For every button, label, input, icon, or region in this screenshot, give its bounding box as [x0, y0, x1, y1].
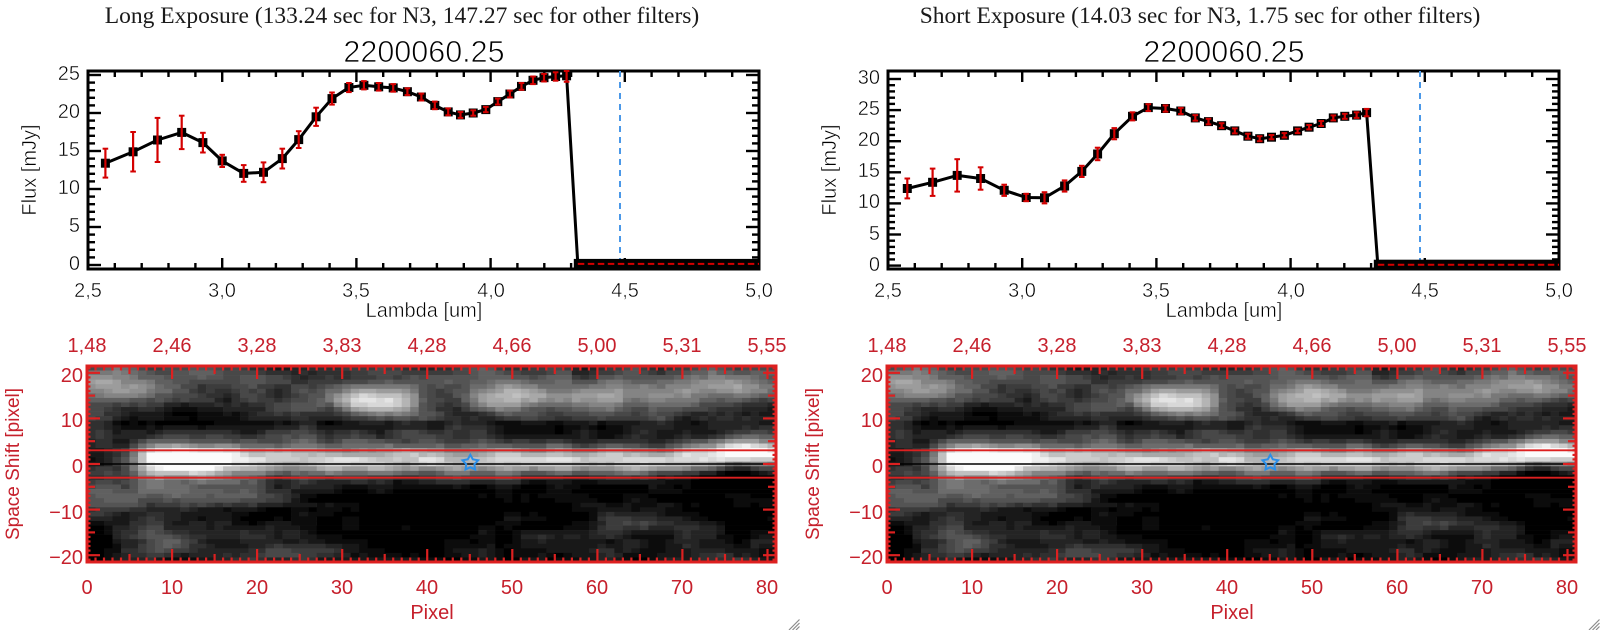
- svg-text:30: 30: [331, 577, 353, 599]
- svg-text:20: 20: [861, 365, 883, 387]
- svg-text:2,46: 2,46: [153, 335, 192, 357]
- svg-text:60: 60: [586, 577, 608, 599]
- svg-text:3,83: 3,83: [1123, 335, 1162, 357]
- svg-text:50: 50: [501, 577, 523, 599]
- svg-text:−20: −20: [49, 547, 83, 569]
- svg-text:5,0: 5,0: [1545, 280, 1573, 302]
- svg-text:1,48: 1,48: [868, 335, 907, 357]
- svg-text:0: 0: [72, 456, 83, 478]
- svg-text:5,00: 5,00: [1378, 335, 1417, 357]
- svg-text:4,66: 4,66: [493, 335, 532, 357]
- svg-text:5,55: 5,55: [1548, 335, 1587, 357]
- svg-text:3,5: 3,5: [342, 280, 370, 302]
- svg-text:Lambda [um]: Lambda [um]: [1166, 300, 1283, 322]
- svg-text:15: 15: [58, 139, 80, 161]
- svg-text:25: 25: [858, 98, 880, 120]
- svg-text:60: 60: [1386, 577, 1408, 599]
- svg-text:80: 80: [1556, 577, 1578, 599]
- svg-text:30: 30: [858, 67, 880, 89]
- svg-text:80: 80: [756, 577, 778, 599]
- svg-text:20: 20: [858, 129, 880, 151]
- svg-text:40: 40: [416, 577, 438, 599]
- svg-text:2,5: 2,5: [74, 280, 102, 302]
- svg-text:10: 10: [61, 410, 83, 432]
- svg-text:4,5: 4,5: [611, 280, 639, 302]
- svg-text:30: 30: [1131, 577, 1153, 599]
- svg-text:5,0: 5,0: [745, 280, 773, 302]
- svg-text:5,55: 5,55: [748, 335, 787, 357]
- svg-text:0: 0: [81, 577, 92, 599]
- svg-text:3,0: 3,0: [1008, 280, 1036, 302]
- svg-text:40: 40: [1216, 577, 1238, 599]
- svg-text:5,31: 5,31: [663, 335, 702, 357]
- svg-text:4,28: 4,28: [1208, 335, 1247, 357]
- svg-text:Flux [mJy]: Flux [mJy]: [819, 124, 841, 215]
- svg-text:10: 10: [861, 410, 883, 432]
- svg-text:1,48: 1,48: [68, 335, 107, 357]
- svg-text:15: 15: [858, 160, 880, 182]
- svg-text:25: 25: [58, 63, 80, 85]
- svg-text:2200060.25: 2200060.25: [1143, 35, 1304, 69]
- svg-text:4,5: 4,5: [1411, 280, 1439, 302]
- svg-text:Long Exposure (133.24 sec for: Long Exposure (133.24 sec for N3, 147.27…: [105, 3, 700, 29]
- svg-text:Flux [mJy]: Flux [mJy]: [19, 124, 41, 215]
- svg-text:2200060.25: 2200060.25: [343, 35, 504, 69]
- svg-text:5,00: 5,00: [578, 335, 617, 357]
- svg-text:Space Shift [pixel]: Space Shift [pixel]: [803, 388, 824, 540]
- svg-text:20: 20: [58, 101, 80, 123]
- svg-text:−20: −20: [849, 547, 883, 569]
- svg-text:−10: −10: [849, 502, 883, 524]
- svg-text:Space Shift [pixel]: Space Shift [pixel]: [3, 388, 24, 540]
- svg-text:10: 10: [858, 191, 880, 213]
- svg-text:4,0: 4,0: [477, 280, 505, 302]
- svg-text:Pixel: Pixel: [1210, 602, 1253, 624]
- svg-text:4,66: 4,66: [1293, 335, 1332, 357]
- svg-text:Pixel: Pixel: [410, 602, 453, 624]
- svg-text:0: 0: [872, 456, 883, 478]
- svg-text:Lambda [um]: Lambda [um]: [366, 300, 483, 322]
- svg-text:20: 20: [1046, 577, 1068, 599]
- svg-text:20: 20: [246, 577, 268, 599]
- svg-text:20: 20: [61, 365, 83, 387]
- svg-text:5,31: 5,31: [1463, 335, 1502, 357]
- svg-text:0: 0: [881, 577, 892, 599]
- svg-text:2,46: 2,46: [953, 335, 992, 357]
- svg-text:0: 0: [69, 253, 80, 275]
- svg-text:2,5: 2,5: [874, 280, 902, 302]
- svg-text:70: 70: [671, 577, 693, 599]
- svg-text:−10: −10: [49, 502, 83, 524]
- svg-text:0: 0: [869, 254, 880, 276]
- svg-text:3,5: 3,5: [1142, 280, 1170, 302]
- svg-text:3,28: 3,28: [1038, 335, 1077, 357]
- svg-text:70: 70: [1471, 577, 1493, 599]
- svg-text:5: 5: [869, 223, 880, 245]
- svg-text:5: 5: [69, 215, 80, 237]
- svg-text:4,0: 4,0: [1277, 280, 1305, 302]
- svg-text:3,83: 3,83: [323, 335, 362, 357]
- svg-text:10: 10: [161, 577, 183, 599]
- svg-text:50: 50: [1301, 577, 1323, 599]
- svg-text:Short Exposure (14.03 sec for: Short Exposure (14.03 sec for N3, 1.75 s…: [920, 3, 1481, 29]
- svg-text:10: 10: [961, 577, 983, 599]
- svg-text:10: 10: [58, 177, 80, 199]
- svg-text:3,0: 3,0: [208, 280, 236, 302]
- svg-text:3,28: 3,28: [238, 335, 277, 357]
- svg-text:4,28: 4,28: [408, 335, 447, 357]
